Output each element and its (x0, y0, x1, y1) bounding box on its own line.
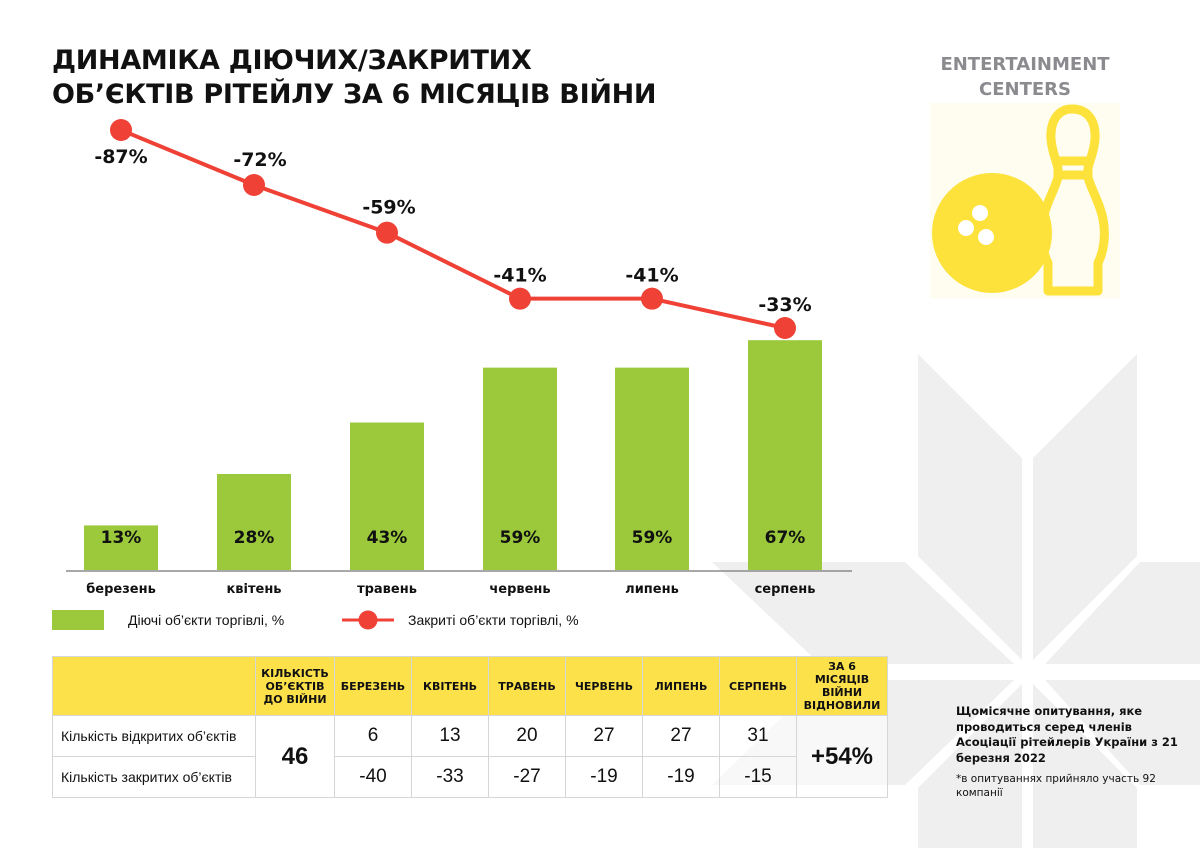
x-tick-label: липень (625, 582, 679, 597)
bar-value-label: 13% (101, 528, 142, 548)
header-prewar: КІЛЬКІСТЬ ОБ’ЄКТІВ ДО ВІЙНИ (255, 656, 335, 716)
bar (217, 473, 291, 570)
table-row: Кількість закритих об’єктів -40 -33 -27 … (52, 756, 888, 798)
survey-description: Щомісячне опитування, яке проводиться се… (956, 704, 1178, 765)
legend-item-bars: Діючі об’єкти торгівлі, % (52, 610, 284, 630)
line-point (243, 174, 265, 196)
category-line-2: CENTERS (979, 79, 1071, 100)
bar (350, 422, 424, 570)
header-month: ЛИПЕНЬ (642, 656, 720, 716)
table-cell: 20 (488, 715, 566, 757)
line-value-label: -59% (362, 197, 415, 219)
table-cell: 6 (334, 715, 412, 757)
line-value-label: -41% (625, 265, 678, 287)
category-line-1: ENTERTAINMENT (940, 54, 1110, 75)
header-month: СЕРПЕНЬ (719, 656, 797, 716)
table-cell: 31 (719, 715, 797, 757)
bar-value-label: 28% (234, 528, 275, 548)
bar (748, 340, 822, 570)
bar-value-label: 67% (765, 528, 806, 548)
title-line-2: ОБ’ЄКТІВ РІТЕЙЛУ ЗА 6 МІСЯЦІВ ВІЙНИ (52, 79, 657, 110)
line-point (110, 119, 132, 141)
header-month: БЕРЕЗЕНЬ (334, 656, 412, 716)
line-value-label: -87% (94, 146, 147, 168)
prewar-count: 46 (255, 715, 335, 798)
table-cell: -19 (565, 756, 643, 798)
table-cell: -40 (334, 756, 412, 798)
line-point (641, 287, 663, 310)
bar (615, 367, 689, 570)
line-path (120, 128, 786, 330)
legend-label-bars: Діючі об’єкти торгівлі, % (128, 612, 285, 628)
line-value-label: -72% (233, 149, 286, 171)
table-cell: 27 (642, 715, 720, 757)
table-header-row: КІЛЬКІСТЬ ОБ’ЄКТІВ ДО ВІЙНИ БЕРЕЗЕНЬ КВІ… (52, 656, 888, 716)
category-label: ENTERTAINMENT CENTERS (920, 52, 1130, 102)
title-line-1: ДИНАМІКА ДІЮЧИХ/ЗАКРИТИХ (52, 45, 532, 76)
legend-item-line: Закриті об’єкти торгівлі, % (342, 610, 579, 630)
table-cell: -15 (719, 756, 797, 798)
header-month: КВІТЕНЬ (411, 656, 489, 716)
bowling-icon (930, 103, 1120, 298)
header-empty (52, 656, 256, 716)
x-tick-label: травень (357, 582, 417, 597)
line-point (509, 287, 531, 310)
header-recovered: ЗА 6 МІСЯЦІВ ВІЙНИ ВІДНОВИЛИ (796, 656, 888, 716)
x-tick-label: квітень (226, 582, 281, 597)
line-series: -87% -72% -59% -41% -41% -33% (94, 119, 812, 339)
legend-label-line: Закриті об’єкти торгівлі, % (408, 612, 579, 628)
legend-swatch-bars (52, 610, 104, 630)
bar (483, 367, 557, 570)
x-tick-label: березень (86, 582, 156, 597)
header-month: ТРАВЕНЬ (488, 656, 566, 716)
header-month: ЧЕРВЕНЬ (565, 656, 643, 716)
table-cell: -27 (488, 756, 566, 798)
x-tick-labels: березень квітень травень червень липень серпе… (86, 582, 815, 597)
x-tick-label: серпень (755, 582, 816, 597)
survey-footnote: *в опитуваннях прийняло участь 92 компан… (956, 773, 1156, 799)
recovered-value: +54% (796, 715, 888, 798)
line-point (774, 317, 796, 339)
page-title: ДИНАМІКА ДІЮЧИХ/ЗАКРИТИХ ОБ’ЄКТІВ РІТЕЙЛ… (52, 44, 657, 112)
bar-value-label: 59% (632, 528, 673, 548)
table-cell: -19 (642, 756, 720, 798)
survey-note: Щомісячне опитування, яке проводиться се… (956, 704, 1186, 800)
bar-value-label: 59% (500, 528, 541, 548)
table-cell: -33 (411, 756, 489, 798)
summary-table: КІЛЬКІСТЬ ОБ’ЄКТІВ ДО ВІЙНИ БЕРЕЗЕНЬ КВІ… (52, 656, 888, 798)
table-row: Кількість відкритих об’єктів 46 6 13 20 … (52, 715, 888, 798)
table-cell: 13 (411, 715, 489, 757)
legend-swatch-line (342, 610, 394, 630)
line-value-label: -33% (758, 294, 811, 316)
x-tick-label: червень (489, 582, 550, 597)
bar (84, 525, 158, 570)
row-label: Кількість закритих об’єктів (52, 756, 256, 798)
bar-value-label: 43% (367, 528, 408, 548)
line-point (376, 221, 398, 244)
table-cell: 27 (565, 715, 643, 757)
row-label: Кількість відкритих об’єктів (52, 715, 256, 757)
bar-series: 13% 28% 43% 59% 59% 67% (84, 340, 822, 570)
line-value-label: -41% (493, 265, 546, 287)
